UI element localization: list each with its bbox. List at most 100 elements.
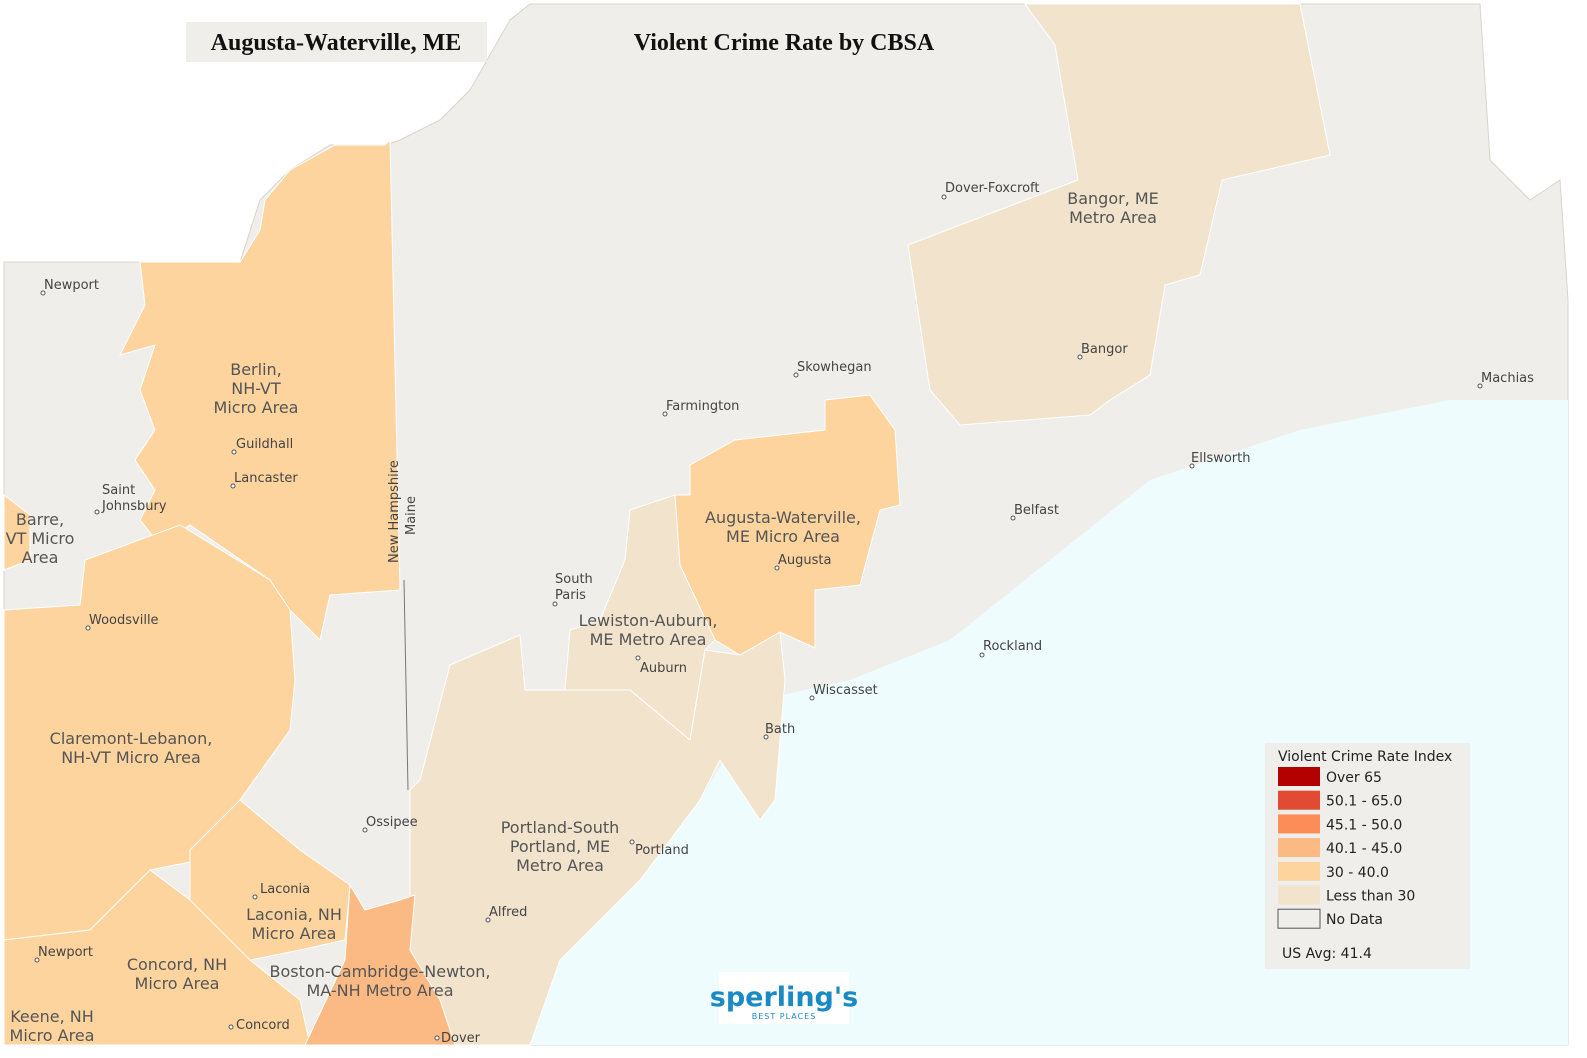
location: Augusta-Waterville, ME [211,30,462,56]
regions [3,3,1331,1046]
city-dot [793,372,799,378]
region-label: Berlin, [230,360,282,379]
city-label: Newport [38,945,93,960]
city-dot [485,917,491,923]
city-dot [979,652,985,658]
city-label: Concord [236,1018,290,1033]
city-label: Bangor [1081,342,1128,357]
region-label: ME Metro Area [590,630,707,649]
region-label: NH-VT [231,379,281,398]
region-label: Lewiston-Auburn, [579,611,718,630]
city-dot [629,839,635,845]
city-dot [231,449,237,455]
city-dot [1010,515,1016,521]
legend-label: Less than 30 [1326,889,1415,905]
city-dot [40,290,46,296]
legend-swatch [1278,861,1320,881]
logo-box [719,972,849,1024]
city-label: Farmington [666,399,739,414]
city-dot [434,1035,440,1041]
city-dot [34,957,40,963]
region-label: Barre, [16,510,64,529]
city-label: Alfred [489,905,527,920]
legend-label: 40.1 - 45.0 [1326,841,1402,857]
barre-region [3,493,31,571]
state-label: Maine [404,496,419,535]
city-label: Dover [441,1031,481,1046]
city-dot [228,1024,234,1030]
region-label: Bangor, ME [1067,189,1159,208]
city-label: Saint [102,483,135,498]
city-dot [552,601,558,607]
logo-tagline: BEST PLACES [752,1012,817,1021]
region-label: Portland, ME [510,837,610,856]
city-label: Augusta [778,553,831,568]
region-label: Metro Area [516,856,604,875]
city-dot [635,655,641,661]
city-label: Johnsbury [101,499,167,514]
city-dot [362,827,368,833]
region-label: Area [22,548,59,567]
city-label: South [555,572,593,587]
legend-label: 30 - 40.0 [1326,865,1389,881]
region-label: VT Micro [6,529,75,548]
city-label: Rockland [983,639,1042,654]
legend-swatch [1278,885,1320,905]
berlin-region [119,138,401,641]
city-label: Lancaster [234,471,298,486]
legend-swatch [1277,908,1321,929]
city-dot [1189,463,1195,469]
city-label: Bath [765,722,795,737]
legend-swatch [1278,838,1320,858]
city-dot [809,695,815,701]
city-dot [85,625,91,631]
city-dot [94,509,100,515]
city-dot [941,194,947,200]
region-label: Concord, NH [127,955,227,974]
city-label: Ossipee [366,815,418,830]
legend-label: 45.1 - 50.0 [1326,817,1402,833]
region-label: ME Micro Area [726,527,840,546]
legend-swatch [1278,814,1320,834]
region-label: Augusta-Waterville, [705,508,861,527]
city-dot [230,483,236,489]
city-label: Auburn [640,661,687,676]
city-dot [774,565,780,571]
region-label: Portland-South [501,818,620,837]
city-label: Belfast [1014,503,1059,518]
region-label: Micro Area [214,398,299,417]
state-label: New Hampshire [387,460,402,563]
title: Violent Crime Rate by CBSA [634,30,935,56]
location-box [186,22,487,62]
city-dot [1477,383,1483,389]
city-label: Portland [635,843,689,858]
legend-note: US Avg: 41.4 [1282,946,1372,962]
city-label: Woodsville [89,613,159,628]
region-label: Micro Area [135,974,220,993]
city-label: Dover-Foxcroft [945,181,1040,196]
boston-region [304,883,456,1046]
concord-region [3,869,311,1046]
city-dot [763,734,769,740]
bangor-region [907,3,1331,426]
region-label: Keene, NH [10,1007,94,1026]
legend-swatch [1278,790,1320,810]
region-label: MA-NH Metro Area [306,981,453,1000]
city-dot [1077,354,1083,360]
city-dot [662,411,668,417]
region-label: Metro Area [1069,208,1157,227]
legend-label: 50.1 - 65.0 [1326,794,1402,810]
region-label: Micro Area [10,1026,95,1045]
city-label: Ellsworth [1191,451,1250,466]
state-border [403,579,409,791]
region-label: Boston-Cambridge-Newton, [270,962,491,981]
legend-label: Over 65 [1326,770,1382,786]
city-label: Newport [44,278,99,293]
region-label: Micro Area [252,924,337,943]
city-label: Guildhall [236,437,293,452]
city-dot [252,894,258,900]
city-label: Paris [555,588,586,603]
region-label: NH-VT Micro Area [61,748,201,767]
